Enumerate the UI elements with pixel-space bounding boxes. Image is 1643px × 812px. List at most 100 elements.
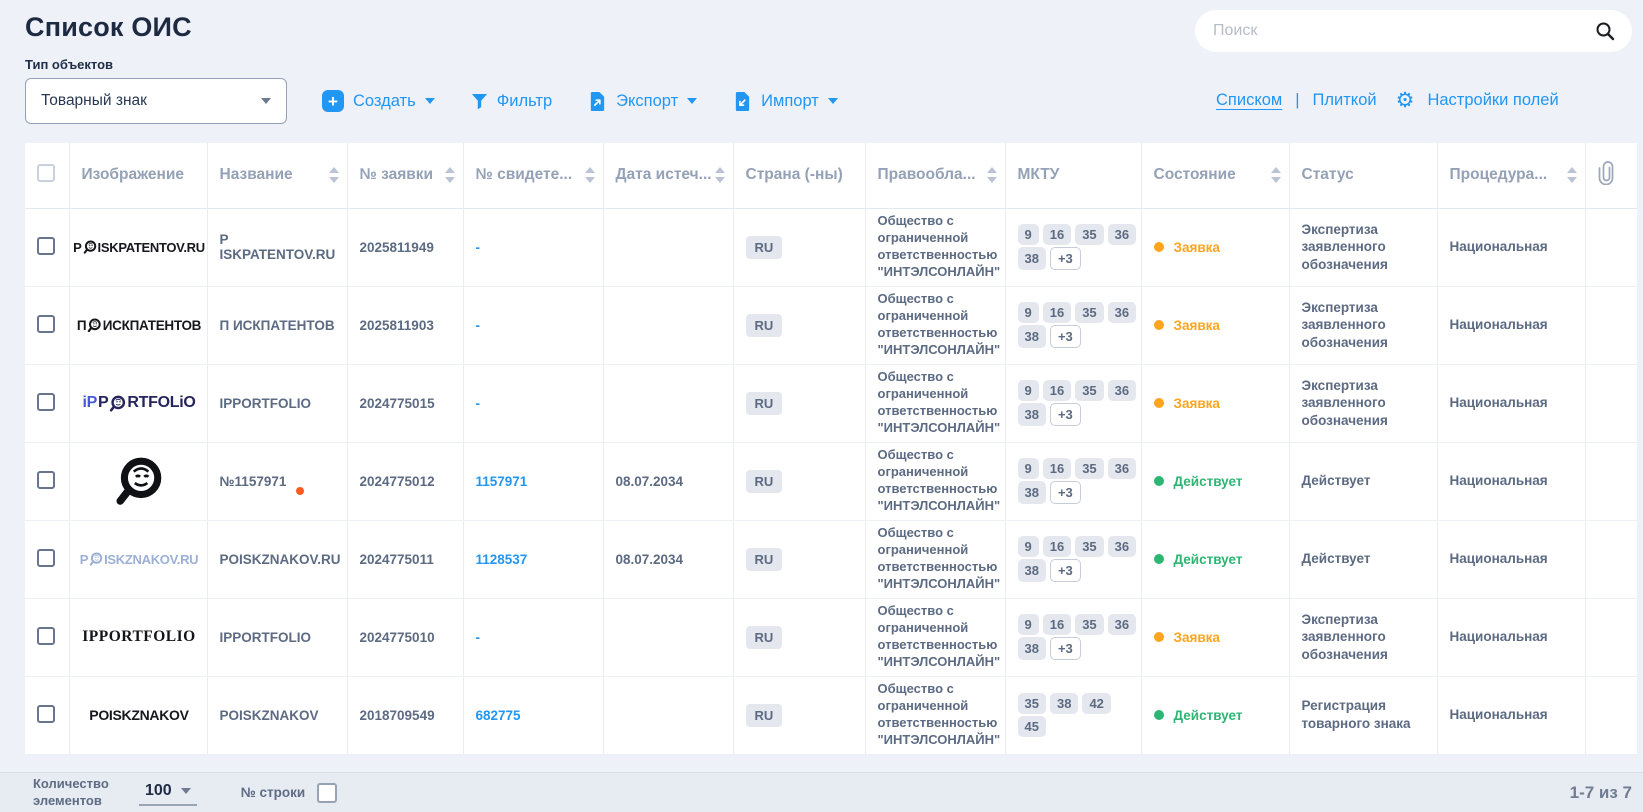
column-label-app: № заявки [359, 166, 434, 184]
col-header-mktu: МКТУ [1005, 143, 1142, 209]
cell-expiry-date [603, 598, 734, 677]
col-header-procedure[interactable]: Процедура... [1437, 143, 1586, 209]
sort-desc-icon[interactable] [444, 177, 455, 184]
sort-asc-icon[interactable] [584, 167, 595, 174]
sort-desc-icon[interactable] [1566, 177, 1577, 184]
cell-rights-holder: Общество с ограниченной ответственностью… [865, 286, 1006, 365]
row-checkbox[interactable] [37, 314, 55, 333]
export-doc-icon [591, 91, 605, 111]
cell-state: Заявка [1141, 598, 1290, 677]
table-row[interactable]: P ISKZNAKOV.RU POISKZNAKOV.RU 2024775011 … [25, 520, 1637, 599]
filter-button[interactable]: Фильтр [471, 92, 552, 111]
sort-desc-icon[interactable] [714, 177, 725, 184]
cell-certificate-number: 1157971 [463, 442, 604, 521]
trademark-logo: П ИСКПАТЕНТОВ [76, 317, 202, 333]
mktu-class-chip: 42 [1082, 692, 1111, 714]
sort-arrows[interactable] [328, 167, 339, 184]
view-tiles-link[interactable]: Плиткой [1312, 91, 1377, 109]
mktu-class-chip[interactable]: +3 [1049, 637, 1081, 661]
col-header-holder[interactable]: Правообла... [865, 143, 1006, 209]
table-row[interactable]: №1157971 2024775012 1157971 08.07.2034 R… [25, 442, 1637, 521]
sort-arrows[interactable] [1566, 167, 1577, 184]
row-checkbox[interactable] [37, 626, 55, 645]
trademark-logo: P ISKPATENTOV.RU [73, 239, 205, 255]
mktu-class-chip[interactable]: +3 [1049, 481, 1081, 505]
col-header-expiry[interactable]: Дата истеч... [603, 143, 734, 209]
search-input[interactable] [1211, 21, 1594, 41]
row-number-checkbox[interactable] [317, 782, 338, 803]
table-row[interactable]: П ИСКПАТЕНТОВ П ИСКПАТЕНТОВ 2025811903 - … [25, 286, 1637, 365]
table-row[interactable]: iP P RTFOLiO IPPORTFOLIO 2024775015 - RU О… [25, 364, 1637, 443]
sort-desc-icon[interactable] [584, 177, 595, 184]
view-list-link[interactable]: Списком [1216, 91, 1283, 109]
object-type-value: Товарный знак [41, 92, 147, 109]
cell-procedure: Национальная [1437, 676, 1586, 755]
mktu-class-chip: 9 [1017, 613, 1039, 635]
country-badge: RU [745, 547, 783, 571]
pagination-range: 1-7 из 7 [1569, 782, 1632, 802]
table-row[interactable]: POISKZNAKOV POISKZNAKOV 2018709549 68277… [25, 676, 1637, 755]
col-header-name[interactable]: Название [207, 143, 348, 209]
cell-attachments [1585, 208, 1637, 287]
cell-name: POISKZNAKOV.RU [207, 520, 348, 599]
certificate-link[interactable]: 682775 [475, 707, 521, 723]
sort-asc-icon[interactable] [986, 167, 997, 174]
cell-country: RU [733, 364, 866, 443]
cell-mktu: 9 16 35 36 38 +3 [1005, 208, 1142, 287]
sort-asc-icon[interactable] [328, 167, 339, 174]
sort-arrows[interactable] [584, 167, 595, 184]
state-label: Действует [1173, 707, 1243, 723]
row-checkbox[interactable] [37, 470, 55, 489]
country-badge: RU [745, 235, 783, 259]
cell-rights-holder: Общество с ограниченной ответственностью… [865, 676, 1006, 755]
row-checkbox[interactable] [37, 236, 55, 255]
column-label-expiry: Дата истеч... [615, 166, 712, 184]
sort-arrows[interactable] [1270, 167, 1281, 184]
mktu-class-chip: 36 [1107, 223, 1137, 245]
mktu-class-chip[interactable]: +3 [1049, 403, 1081, 427]
col-header-app[interactable]: № заявки [347, 143, 464, 209]
state-dot [1153, 476, 1164, 486]
sort-arrows[interactable] [986, 167, 997, 184]
col-header-cert[interactable]: № свидете... [463, 143, 604, 209]
object-type-select[interactable]: Товарный знак [25, 78, 287, 124]
objects-table: Изображение Название № заявки № свидете... Д… [25, 143, 1637, 755]
search-box[interactable] [1195, 10, 1632, 52]
table-row[interactable]: P ISKPATENTOV.RU P ISKPATENTOV.RU 2025811… [25, 208, 1637, 287]
mktu-class-chip[interactable]: +3 [1049, 559, 1081, 583]
certificate-link[interactable]: 1128537 [475, 551, 528, 567]
col-header-attach [1585, 143, 1637, 209]
mktu-class-chip: 38 [1017, 637, 1046, 661]
row-checkbox[interactable] [37, 392, 55, 411]
table-row[interactable]: IPPORTFOLIO IPPORTFOLIO 2024775010 - RU … [25, 598, 1637, 677]
row-checkbox[interactable] [37, 548, 55, 567]
export-button[interactable]: Экспорт [588, 91, 698, 112]
import-button[interactable]: Импорт [733, 91, 838, 112]
sort-asc-icon[interactable] [444, 167, 455, 174]
trademark-logo: P ISKZNAKOV.RU [79, 551, 199, 567]
sort-desc-icon[interactable] [1270, 177, 1281, 184]
gear-icon[interactable]: ⚙ [1395, 88, 1415, 112]
mktu-class-chip[interactable]: +3 [1049, 325, 1081, 349]
search-icon[interactable] [1594, 20, 1616, 42]
sort-asc-icon[interactable] [1270, 167, 1281, 174]
sort-asc-icon[interactable] [1566, 167, 1577, 174]
sort-desc-icon[interactable] [328, 177, 339, 184]
create-button[interactable]: + Создать [322, 90, 435, 112]
sort-asc-icon[interactable] [714, 167, 725, 174]
sort-arrows[interactable] [444, 167, 455, 184]
col-header-state[interactable]: Состояние [1141, 143, 1290, 209]
cell-country: RU [733, 286, 866, 365]
mktu-class-chip: 9 [1017, 301, 1039, 323]
mktu-class-chip: 38 [1017, 403, 1046, 427]
page-size-select[interactable]: 100 [139, 780, 197, 806]
certificate-link[interactable]: 1157971 [475, 473, 528, 489]
sort-arrows[interactable] [714, 167, 725, 184]
cell-status: Экспертиза заявленного обозначения [1289, 286, 1438, 365]
field-settings-link[interactable]: Настройки полей [1427, 91, 1559, 109]
select-all-checkbox[interactable] [37, 163, 55, 182]
mktu-class-chip[interactable]: +3 [1049, 247, 1081, 271]
row-checkbox[interactable] [37, 704, 55, 723]
sort-desc-icon[interactable] [986, 177, 997, 184]
col-header-country: Страна (-ны) [733, 143, 866, 209]
